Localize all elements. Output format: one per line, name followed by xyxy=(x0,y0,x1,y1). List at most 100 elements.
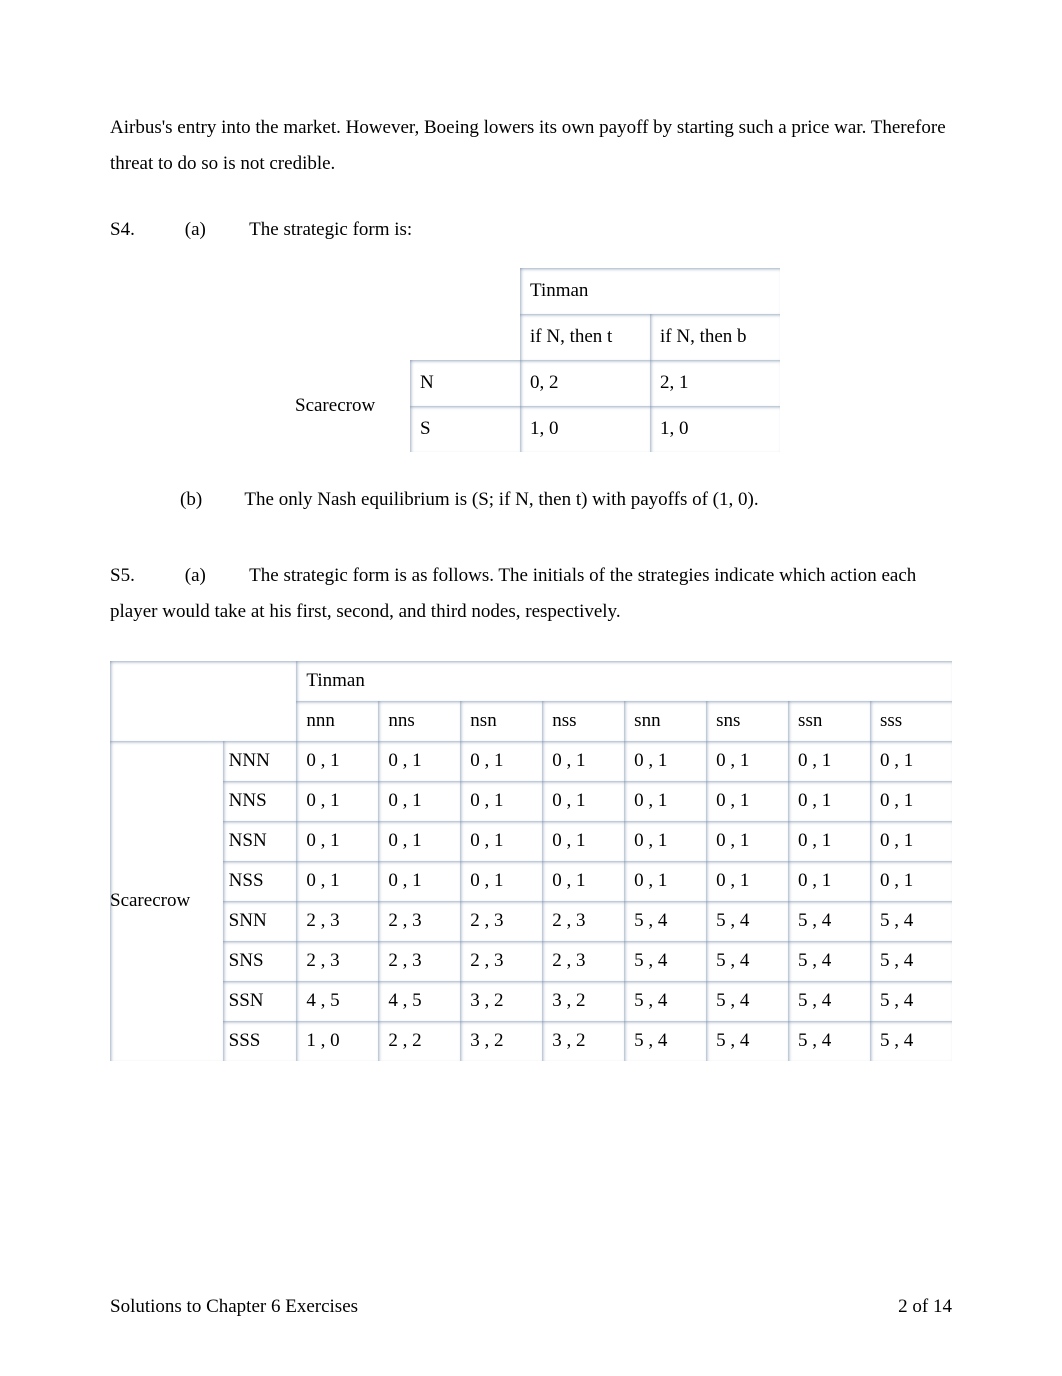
s4-cell-0-0: 0, 2 xyxy=(520,360,650,406)
s4-label: S4. xyxy=(110,212,180,248)
intro-paragraph: Airbus's entry into the market. However,… xyxy=(110,110,952,182)
s5-c-2-1: 0 , 1 xyxy=(378,821,460,861)
s5-c-7-7: 5 , 4 xyxy=(870,1021,952,1061)
s5-col-h-1: nns xyxy=(378,701,460,741)
s5-col-h-3: nss xyxy=(542,701,624,741)
s5-c-7-3: 3 , 2 xyxy=(542,1021,624,1061)
s5-c-0-0: 0 , 1 xyxy=(296,741,378,781)
s5-c-2-4: 0 , 1 xyxy=(624,821,706,861)
s5-c-5-0: 2 , 3 xyxy=(296,941,378,981)
s5-col-h-4: snn xyxy=(624,701,706,741)
s5-c-7-0: 1 , 0 xyxy=(296,1021,378,1061)
s5-c-1-1: 0 , 1 xyxy=(378,781,460,821)
s5-c-4-4: 5 , 4 xyxy=(624,901,706,941)
s5-row-h-0: NNN xyxy=(223,741,297,781)
s5-c-2-5: 0 , 1 xyxy=(706,821,788,861)
s5-c-3-3: 0 , 1 xyxy=(542,861,624,901)
s5-col-h-0: nnn xyxy=(296,701,378,741)
s5-c-7-4: 5 , 4 xyxy=(624,1021,706,1061)
s5-label: S5. xyxy=(110,558,180,594)
s5-row-h-4: SNN xyxy=(223,901,297,941)
s5-c-2-7: 0 , 1 xyxy=(870,821,952,861)
s5-row-h-2: NSN xyxy=(223,821,297,861)
footer-right: 2 of 14 xyxy=(898,1296,952,1318)
s5-c-1-4: 0 , 1 xyxy=(624,781,706,821)
s5-c-3-6: 0 , 1 xyxy=(788,861,870,901)
s5-c-3-4: 0 , 1 xyxy=(624,861,706,901)
s5-c-3-0: 0 , 1 xyxy=(296,861,378,901)
s5-table: Tinman nnn nns nsn nss snn sns ssn sss S… xyxy=(110,661,952,1061)
s5-row-h-7: SSS xyxy=(223,1021,297,1061)
s5-c-1-6: 0 , 1 xyxy=(788,781,870,821)
s5-c-5-4: 5 , 4 xyxy=(624,941,706,981)
s5-c-5-5: 5 , 4 xyxy=(706,941,788,981)
s5-c-6-4: 5 , 4 xyxy=(624,981,706,1021)
s5-c-2-6: 0 , 1 xyxy=(788,821,870,861)
s5-c-6-0: 4 , 5 xyxy=(296,981,378,1021)
s5-c-5-7: 5 , 4 xyxy=(870,941,952,981)
s4-cell-0-1: 2, 1 xyxy=(650,360,780,406)
s5-c-1-2: 0 , 1 xyxy=(460,781,542,821)
s5-c-6-5: 5 , 4 xyxy=(706,981,788,1021)
s5-c-0-1: 0 , 1 xyxy=(378,741,460,781)
s5-row-h-5: SNS xyxy=(223,941,297,981)
s4-cell-1-0: 1, 0 xyxy=(520,406,650,452)
s5-row-player: Scarecrow xyxy=(110,741,223,1061)
s5-col-h-6: ssn xyxy=(788,701,870,741)
s5-row-h-3: NSS xyxy=(223,861,297,901)
s5-c-4-5: 5 , 4 xyxy=(706,901,788,941)
s4-row-header-1: S xyxy=(410,406,520,452)
s5-col-player: Tinman xyxy=(296,661,952,701)
s5-col-h-2: nsn xyxy=(460,701,542,741)
s5-c-0-7: 0 , 1 xyxy=(870,741,952,781)
s5-c-6-1: 4 , 5 xyxy=(378,981,460,1021)
s5-c-7-2: 3 , 2 xyxy=(460,1021,542,1061)
s4-b-text: The only Nash equilibrium is (S; if N, t… xyxy=(244,489,758,510)
s5-c-6-7: 5 , 4 xyxy=(870,981,952,1021)
footer-left: Solutions to Chapter 6 Exercises xyxy=(110,1296,358,1318)
s5-a-label: (a) xyxy=(185,558,245,594)
s5-c-1-3: 0 , 1 xyxy=(542,781,624,821)
s5-c-4-7: 5 , 4 xyxy=(870,901,952,941)
s5-col-h-5: sns xyxy=(706,701,788,741)
s5-c-1-5: 0 , 1 xyxy=(706,781,788,821)
s4-a-line: S4. (a) The strategic form is: xyxy=(110,212,952,248)
s5-row-h-6: SSN xyxy=(223,981,297,1021)
s4-row-header-0: N xyxy=(410,360,520,406)
s5-c-6-3: 3 , 2 xyxy=(542,981,624,1021)
s5-c-5-6: 5 , 4 xyxy=(788,941,870,981)
s5-c-2-0: 0 , 1 xyxy=(296,821,378,861)
s4-b-label: (b) xyxy=(180,482,240,518)
s4-b-line: (b) The only Nash equilibrium is (S; if … xyxy=(110,482,952,518)
s5-c-4-2: 2 , 3 xyxy=(460,901,542,941)
s5-c-0-4: 0 , 1 xyxy=(624,741,706,781)
s5-c-3-5: 0 , 1 xyxy=(706,861,788,901)
s5-c-4-6: 5 , 4 xyxy=(788,901,870,941)
s5-c-5-1: 2 , 3 xyxy=(378,941,460,981)
s5-c-5-2: 2 , 3 xyxy=(460,941,542,981)
s5-a-line: S5. (a) The strategic form is as follows… xyxy=(110,558,952,630)
s5-c-7-1: 2 , 2 xyxy=(378,1021,460,1061)
s5-c-7-5: 5 , 4 xyxy=(706,1021,788,1061)
s5-col-h-7: sss xyxy=(870,701,952,741)
s5-c-4-3: 2 , 3 xyxy=(542,901,624,941)
s4-a-label: (a) xyxy=(185,212,245,248)
s5-c-3-1: 0 , 1 xyxy=(378,861,460,901)
s5-c-0-2: 0 , 1 xyxy=(460,741,542,781)
s4-row-player: Scarecrow xyxy=(295,360,410,452)
s5-c-7-6: 5 , 4 xyxy=(788,1021,870,1061)
s5-c-1-7: 0 , 1 xyxy=(870,781,952,821)
s5-c-0-6: 0 , 1 xyxy=(788,741,870,781)
s4-table: Tinman if N, then t if N, then b Scarecr… xyxy=(295,268,875,452)
s5-c-6-2: 3 , 2 xyxy=(460,981,542,1021)
s4-col-header-1: if N, then b xyxy=(650,314,780,360)
s5-c-3-2: 0 , 1 xyxy=(460,861,542,901)
s5-c-0-3: 0 , 1 xyxy=(542,741,624,781)
s5-row-h-1: NNS xyxy=(223,781,297,821)
s5-c-2-2: 0 , 1 xyxy=(460,821,542,861)
s5-c-5-3: 2 , 3 xyxy=(542,941,624,981)
s5-c-4-0: 2 , 3 xyxy=(296,901,378,941)
s5-c-4-1: 2 , 3 xyxy=(378,901,460,941)
page-footer: Solutions to Chapter 6 Exercises 2 of 14 xyxy=(110,1296,952,1318)
s5-c-0-5: 0 , 1 xyxy=(706,741,788,781)
